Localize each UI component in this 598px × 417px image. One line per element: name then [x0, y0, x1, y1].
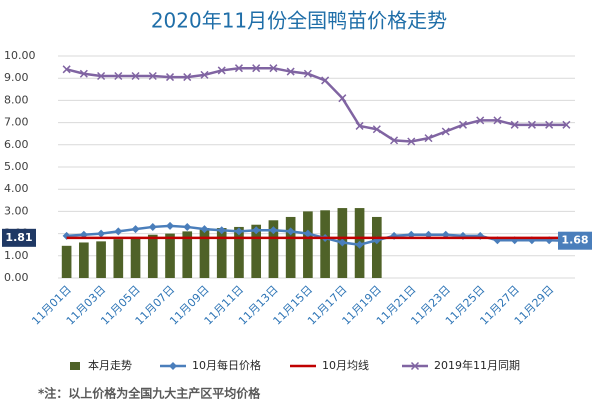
bar — [268, 220, 279, 278]
marker — [165, 73, 175, 82]
marker — [97, 71, 106, 81]
marker — [355, 121, 364, 130]
marker — [200, 70, 209, 79]
marker — [527, 120, 536, 129]
bar — [216, 228, 227, 278]
bar — [182, 231, 193, 278]
bar — [371, 216, 382, 278]
y-tick-label: 5.00 — [4, 160, 29, 173]
marker — [458, 120, 468, 129]
marker — [303, 69, 312, 78]
bar — [113, 239, 124, 278]
legend-label: 2019年11月同期 — [434, 358, 520, 372]
marker — [493, 116, 502, 125]
marker — [424, 134, 433, 143]
y-tick-label: 7.00 — [4, 116, 29, 129]
y-tick-label: 4.00 — [4, 182, 29, 195]
marker — [217, 226, 226, 235]
marker — [114, 71, 123, 81]
y-tick-label: 8.00 — [4, 93, 29, 106]
marker — [321, 76, 330, 85]
y-tick-label: 3.00 — [4, 204, 29, 217]
marker — [200, 225, 209, 234]
annotation: 1.68 — [561, 234, 588, 247]
marker — [148, 71, 157, 81]
line — [66, 224, 567, 246]
bar — [147, 234, 158, 278]
marker — [476, 116, 485, 125]
marker — [545, 120, 554, 129]
marker — [390, 136, 399, 145]
bar — [165, 233, 175, 278]
marker — [79, 69, 88, 78]
marker — [252, 64, 261, 73]
marker — [166, 221, 175, 230]
y-tick-label: 6.00 — [4, 138, 29, 151]
chart-title: 2020年11月份全国鸭苗价格走势 — [151, 9, 447, 33]
bar — [130, 236, 141, 278]
legend-swatch — [70, 362, 80, 370]
annotation-box — [558, 231, 592, 250]
marker — [252, 226, 261, 235]
marker — [407, 137, 416, 146]
marker — [286, 227, 295, 236]
y-tick-label: 9.00 — [4, 71, 29, 84]
bar — [303, 211, 313, 278]
marker — [183, 73, 192, 82]
annotation: 1.81 — [5, 231, 32, 244]
marker — [183, 222, 192, 231]
annotation-box — [2, 228, 36, 247]
y-tick-label: 10.00 — [4, 49, 36, 62]
marker — [169, 362, 177, 370]
y-tick-label: 1.00 — [4, 249, 29, 262]
marker — [97, 229, 106, 238]
marker — [234, 64, 243, 73]
marker — [338, 238, 347, 247]
legend-label: 10月均线 — [322, 358, 369, 372]
bar — [79, 242, 89, 278]
marker — [410, 361, 420, 371]
marker — [286, 67, 295, 76]
marker — [131, 225, 140, 234]
marker — [269, 226, 278, 235]
bar — [251, 224, 262, 278]
legend-label: 10月每日价格 — [192, 358, 261, 372]
marker — [148, 222, 157, 231]
bar — [199, 228, 210, 278]
marker — [269, 64, 278, 73]
marker — [303, 229, 312, 238]
marker — [562, 120, 571, 129]
marker — [355, 240, 364, 249]
marker — [131, 71, 140, 81]
marker — [234, 227, 243, 236]
bar — [234, 226, 244, 278]
marker — [441, 127, 450, 136]
marker — [114, 227, 123, 236]
marker — [338, 94, 347, 103]
line — [66, 66, 567, 143]
marker — [62, 65, 71, 74]
bar — [285, 216, 296, 278]
y-tick-label: 0.00 — [4, 271, 29, 284]
marker — [510, 120, 519, 129]
note: *注：以上价格为全国九大主产区平均价格 — [38, 386, 261, 401]
marker — [372, 125, 381, 134]
marker — [217, 66, 226, 75]
bar — [96, 241, 106, 278]
legend-label: 本月走势 — [88, 358, 132, 372]
bar — [320, 210, 330, 278]
bar — [61, 245, 72, 278]
